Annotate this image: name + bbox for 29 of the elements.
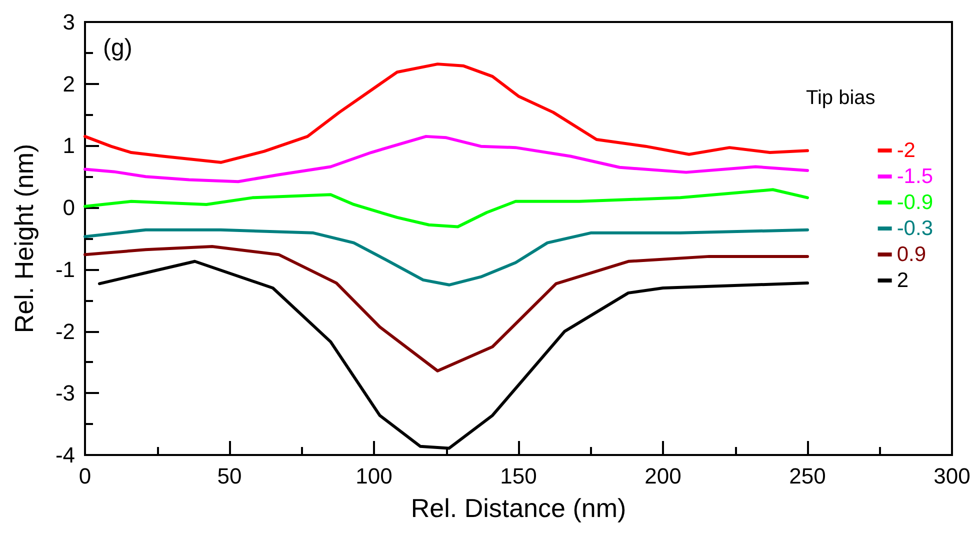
y-tick-label: 2 bbox=[62, 71, 75, 96]
y-axis-title: Rel. Height (nm) bbox=[9, 144, 39, 334]
x-tick-label: 200 bbox=[644, 464, 682, 488]
x-tick-label: 50 bbox=[217, 464, 242, 488]
line-series bbox=[84, 188, 809, 228]
y-tick-label: -1 bbox=[55, 256, 75, 282]
y-tick-label: 0 bbox=[62, 195, 75, 220]
x-tick-label: 0 bbox=[78, 464, 92, 488]
legend-label: -0.3 bbox=[896, 217, 933, 240]
legend-label: -2 bbox=[896, 139, 916, 162]
x-tick-label: 100 bbox=[356, 464, 392, 488]
x-tick-label: 300 bbox=[934, 464, 970, 488]
y-tick-label: -4 bbox=[55, 442, 75, 468]
x-tick-label: 150 bbox=[500, 464, 537, 488]
legend-label: 0.9 bbox=[896, 243, 926, 266]
annotation: (g) bbox=[103, 34, 132, 62]
x-axis-title: Rel. Distance (nm) bbox=[410, 493, 626, 523]
legend-label: -0.9 bbox=[896, 191, 933, 214]
legend-title: Tip bias bbox=[806, 87, 876, 109]
legend-label: 2 bbox=[896, 269, 908, 292]
line-series bbox=[84, 245, 809, 372]
y-tick-label: 3 bbox=[62, 10, 75, 34]
line-series bbox=[84, 134, 809, 184]
line-series bbox=[84, 228, 809, 286]
y-tick-label: -3 bbox=[55, 380, 75, 406]
x-tick-label: 250 bbox=[789, 464, 826, 488]
y-tick-label: -2 bbox=[55, 318, 75, 344]
y-tick-label: 1 bbox=[62, 133, 75, 158]
legend-label: -1.5 bbox=[896, 165, 933, 188]
